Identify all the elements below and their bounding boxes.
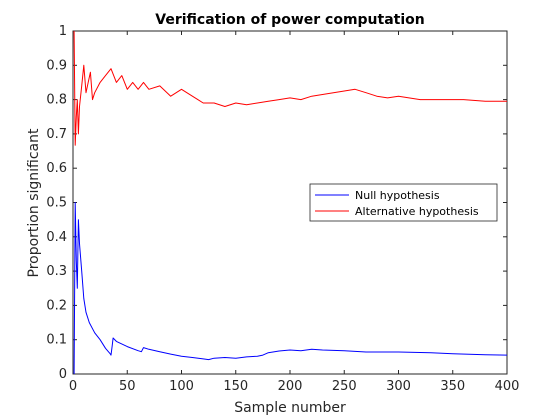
y-tick-label: 0.8 (46, 93, 67, 108)
y-axis: 0 0.1 0.2 0.3 0.4 0.5 0.6 0.7 0.8 0.9 1 (46, 24, 507, 382)
x-tick-label: 300 (386, 379, 411, 394)
x-tick-label: 400 (495, 379, 520, 394)
y-axis-label: Proportion significant (26, 128, 42, 277)
y-tick-label: 0.4 (46, 230, 67, 245)
x-axis: 0 50 100 150 200 250 300 350 400 (69, 31, 520, 394)
y-tick-label: 0.6 (46, 161, 67, 176)
series-line-alternative-hypothesis (73, 30, 507, 146)
y-tick-label: 0 (59, 367, 67, 382)
series-line-null-hypothesis (73, 202, 508, 375)
y-tick-label: 0.2 (46, 298, 67, 313)
x-tick-label: 200 (278, 379, 303, 394)
y-tick-label: 0.3 (46, 264, 67, 279)
y-tick-label: 0.9 (46, 58, 67, 73)
x-axis-label: Sample number (234, 400, 346, 416)
y-tick-label: 1 (59, 24, 67, 39)
y-tick-label: 0.1 (46, 333, 67, 348)
x-tick-label: 350 (440, 379, 465, 394)
x-tick-label: 100 (169, 379, 194, 394)
x-tick-label: 150 (223, 379, 248, 394)
legend-label-alternative: Alternative hypothesis (355, 205, 479, 218)
legend-box (309, 183, 498, 222)
series-group (73, 30, 508, 375)
x-tick-label: 250 (332, 379, 357, 394)
x-tick-label: 50 (119, 379, 136, 394)
legend: Null hypothesis Alternative hypothesis (309, 183, 498, 222)
legend-label-null: Null hypothesis (355, 189, 440, 202)
y-tick-label: 0.7 (46, 127, 67, 142)
y-tick-label: 0.5 (46, 196, 67, 211)
chart-title: Verification of power computation (155, 12, 424, 28)
x-tick-label: 0 (69, 379, 77, 394)
